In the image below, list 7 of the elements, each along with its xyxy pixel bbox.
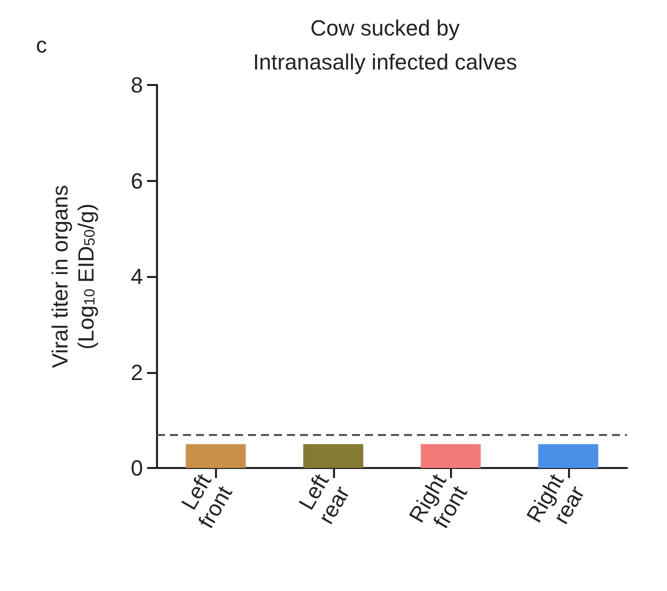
chart-title: Cow sucked by Intranasally infected calves	[252, 16, 518, 74]
y-tick-label: 8	[130, 72, 143, 98]
y-tick-label: 0	[130, 456, 143, 480]
y-tick-label: 2	[130, 360, 143, 385]
text: c	[36, 32, 47, 58]
y-tick-label: 6	[130, 168, 143, 194]
y-tick-label: 4	[130, 264, 143, 289]
